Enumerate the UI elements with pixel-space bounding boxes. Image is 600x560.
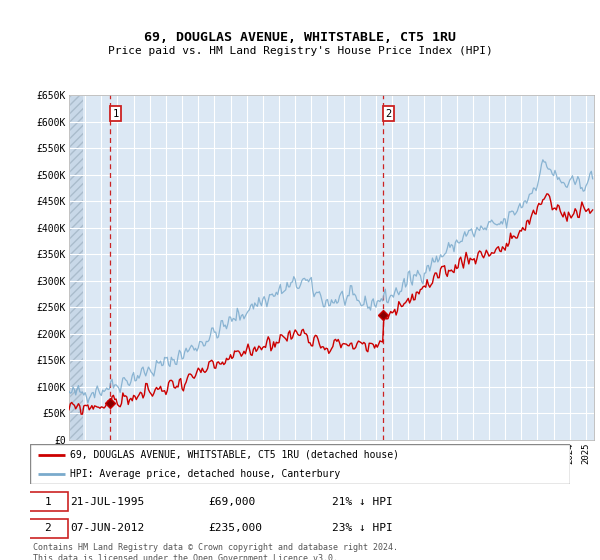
Text: 2: 2: [385, 109, 392, 119]
Text: 23% ↓ HPI: 23% ↓ HPI: [332, 524, 393, 534]
FancyBboxPatch shape: [28, 519, 68, 538]
Text: 1: 1: [113, 109, 119, 119]
Text: £235,000: £235,000: [208, 524, 262, 534]
Text: 21-JUL-1995: 21-JUL-1995: [71, 497, 145, 507]
Text: £69,000: £69,000: [208, 497, 256, 507]
Text: 69, DOUGLAS AVENUE, WHITSTABLE, CT5 1RU: 69, DOUGLAS AVENUE, WHITSTABLE, CT5 1RU: [144, 31, 456, 44]
Text: 21% ↓ HPI: 21% ↓ HPI: [332, 497, 393, 507]
Text: HPI: Average price, detached house, Canterbury: HPI: Average price, detached house, Cant…: [71, 469, 341, 478]
Text: 69, DOUGLAS AVENUE, WHITSTABLE, CT5 1RU (detached house): 69, DOUGLAS AVENUE, WHITSTABLE, CT5 1RU …: [71, 450, 400, 460]
Text: Price paid vs. HM Land Registry's House Price Index (HPI): Price paid vs. HM Land Registry's House …: [107, 46, 493, 56]
Bar: [69, 95, 83, 440]
Text: 1: 1: [44, 497, 51, 507]
FancyBboxPatch shape: [30, 444, 570, 484]
Text: Contains HM Land Registry data © Crown copyright and database right 2024.
This d: Contains HM Land Registry data © Crown c…: [33, 543, 398, 560]
Text: 2: 2: [44, 524, 51, 534]
Text: 07-JUN-2012: 07-JUN-2012: [71, 524, 145, 534]
FancyBboxPatch shape: [28, 492, 68, 511]
